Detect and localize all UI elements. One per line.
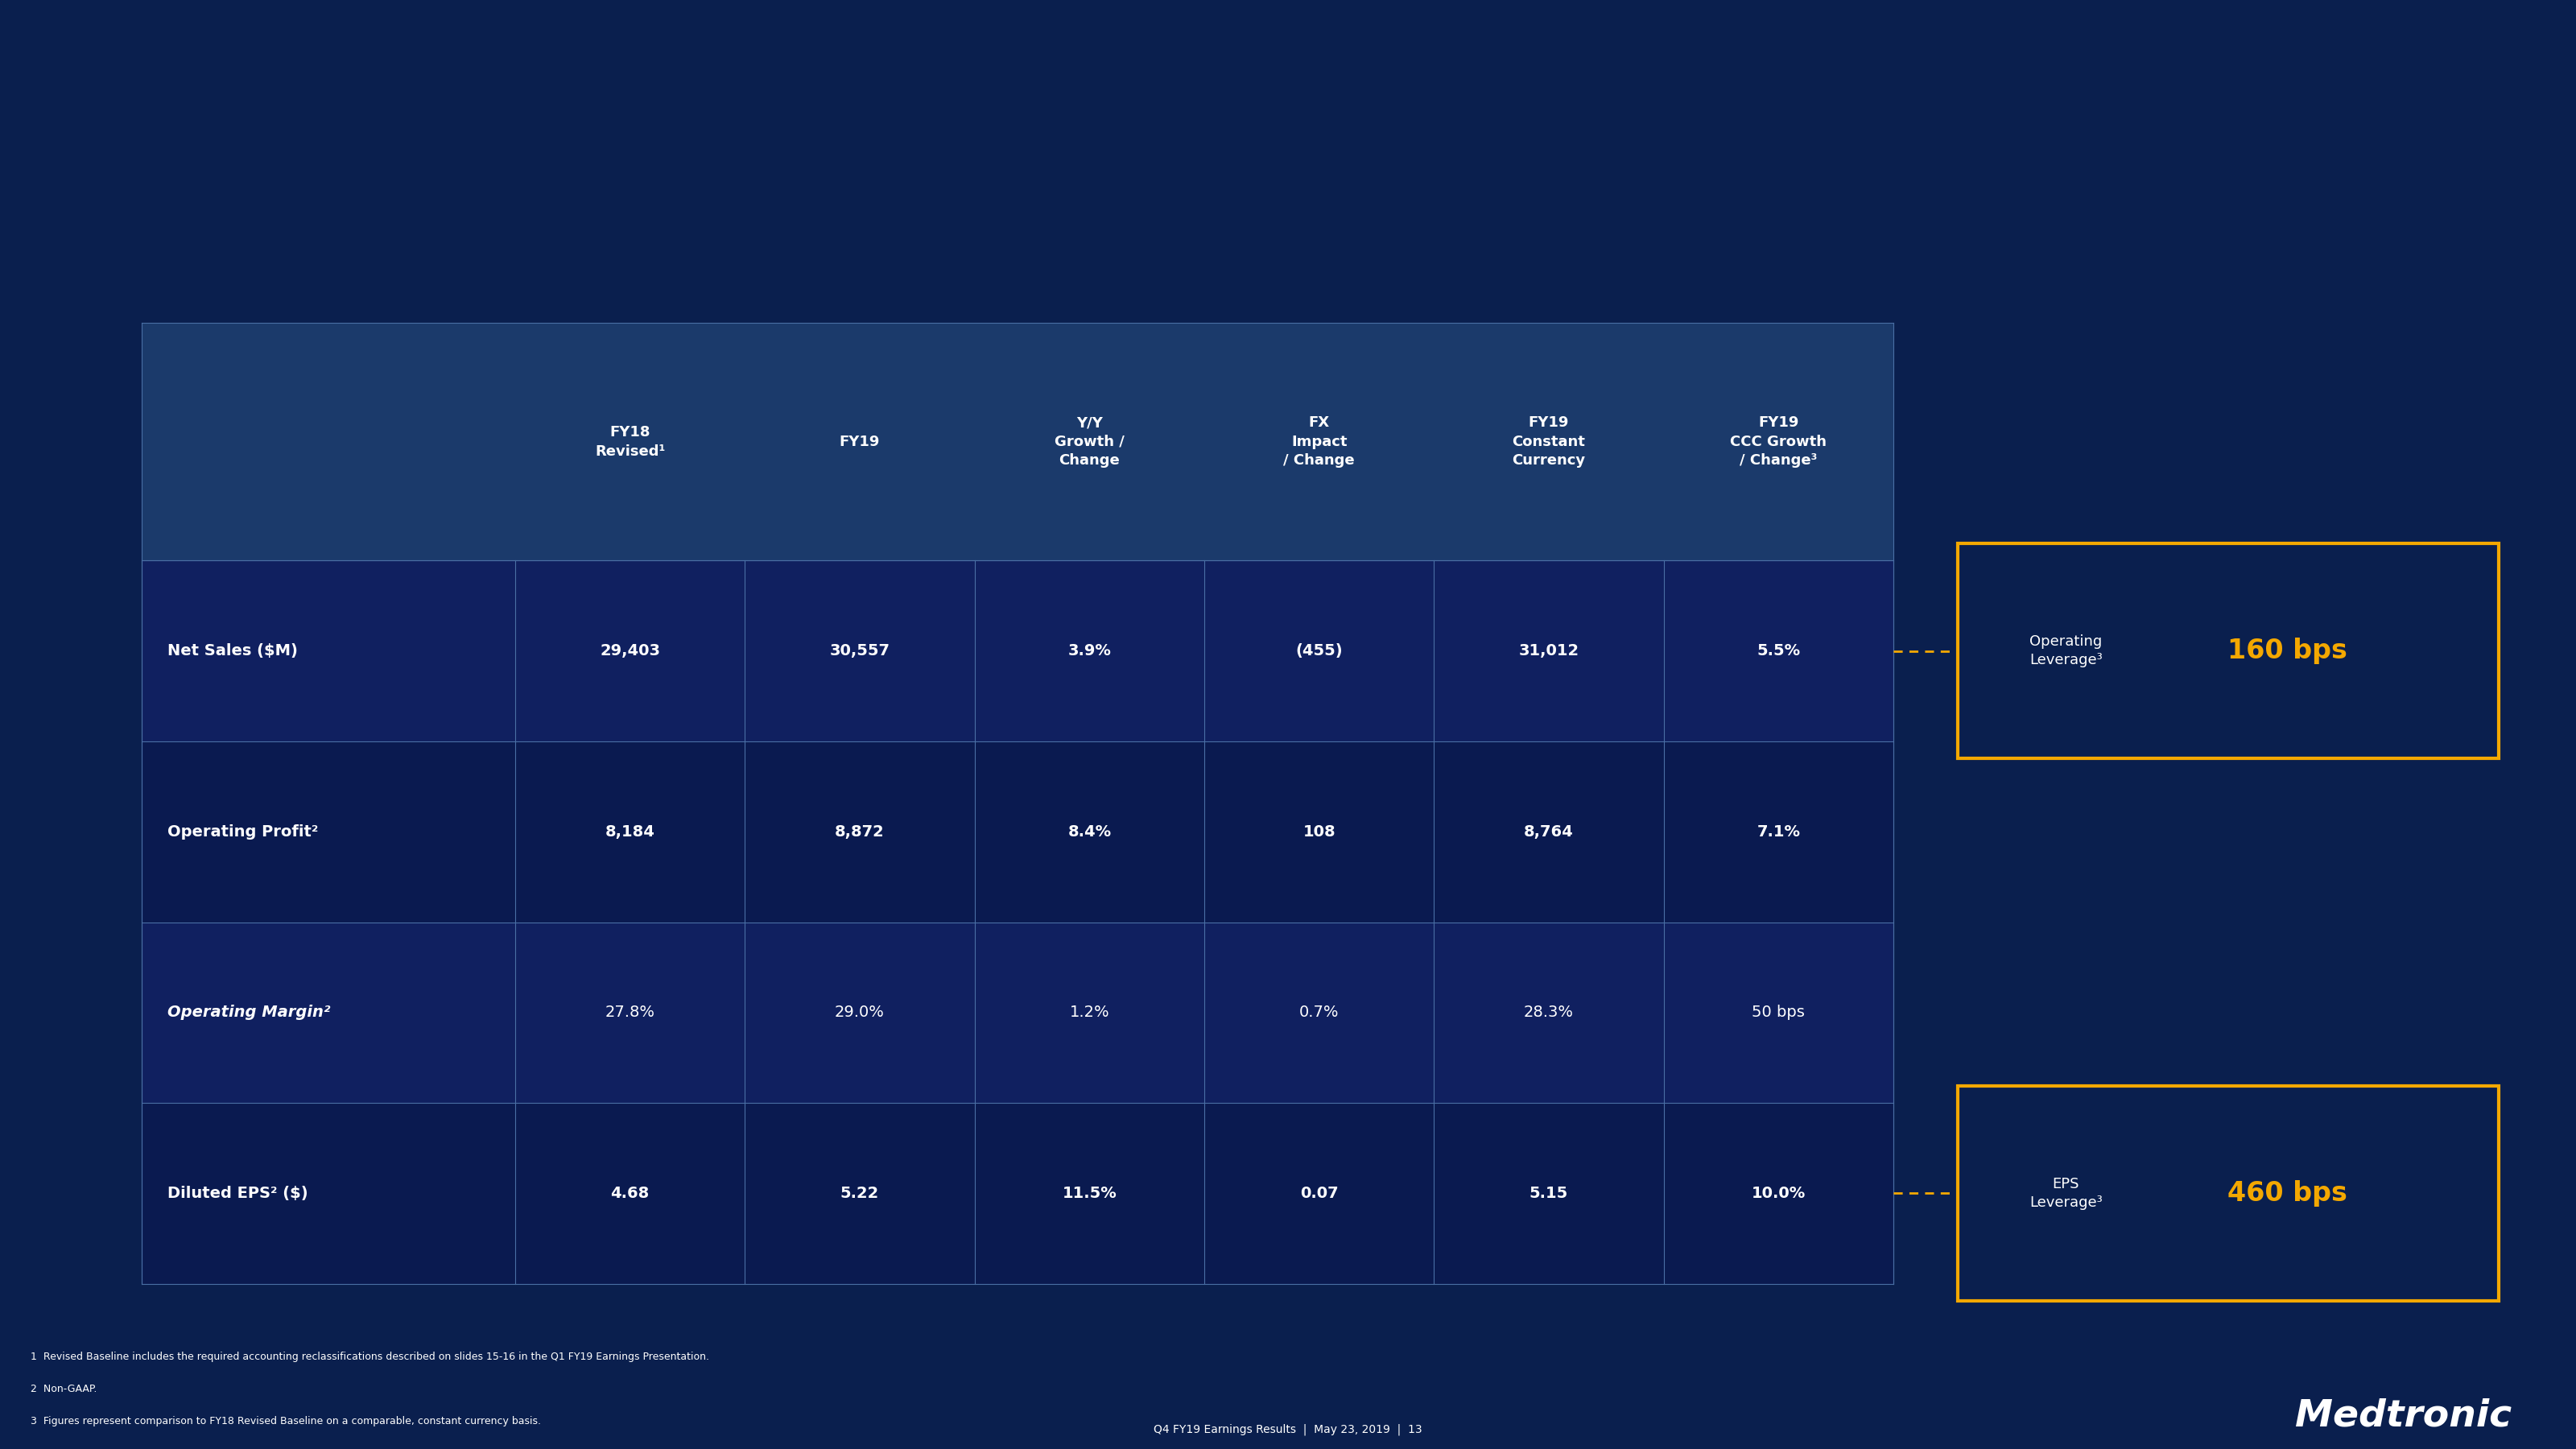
Text: Medtronic: Medtronic bbox=[2295, 1398, 2512, 1435]
Text: 108: 108 bbox=[1303, 824, 1334, 839]
Text: 5.22: 5.22 bbox=[840, 1185, 878, 1201]
Text: 10.0%: 10.0% bbox=[1752, 1185, 1806, 1201]
Text: 8,764: 8,764 bbox=[1525, 824, 1574, 839]
Text: 460 bps: 460 bps bbox=[2228, 1179, 2347, 1207]
Text: FY19: FY19 bbox=[840, 435, 881, 449]
Text: 50 bps: 50 bps bbox=[1752, 1006, 1806, 1020]
Text: 1.2%: 1.2% bbox=[1069, 1006, 1110, 1020]
Text: FY19
CCC Growth
/ Change³: FY19 CCC Growth / Change³ bbox=[1731, 416, 1826, 468]
Text: Y/Y
Growth /
Change: Y/Y Growth / Change bbox=[1054, 416, 1123, 468]
Text: 2  Non-GAAP.: 2 Non-GAAP. bbox=[31, 1384, 98, 1394]
FancyBboxPatch shape bbox=[142, 561, 1893, 742]
FancyBboxPatch shape bbox=[142, 323, 1893, 561]
Text: 31,012: 31,012 bbox=[1520, 643, 1579, 658]
FancyBboxPatch shape bbox=[142, 742, 1893, 922]
Text: EPS
Leverage³: EPS Leverage³ bbox=[2030, 1177, 2102, 1210]
FancyBboxPatch shape bbox=[142, 1103, 1893, 1284]
Text: Net Sales ($M): Net Sales ($M) bbox=[167, 643, 299, 658]
FancyBboxPatch shape bbox=[1958, 543, 2499, 758]
Text: 5.15: 5.15 bbox=[1530, 1185, 1569, 1201]
Text: 1  Revised Baseline includes the required accounting reclassifications described: 1 Revised Baseline includes the required… bbox=[31, 1350, 708, 1362]
FancyBboxPatch shape bbox=[142, 922, 1893, 1103]
Text: 29,403: 29,403 bbox=[600, 643, 659, 658]
Text: SELECT FINANCIAL INFORMATION: SELECT FINANCIAL INFORMATION bbox=[456, 145, 940, 172]
Text: MDT: MDT bbox=[57, 52, 258, 130]
Text: Q4 FY19 Earnings Results  |  May 23, 2019  |  13: Q4 FY19 Earnings Results | May 23, 2019 … bbox=[1154, 1423, 1422, 1436]
Text: 11.5%: 11.5% bbox=[1061, 1185, 1118, 1201]
Text: FX
Impact
/ Change: FX Impact / Change bbox=[1283, 416, 1355, 468]
Text: 160 bps: 160 bps bbox=[2228, 638, 2347, 664]
Text: 5.5%: 5.5% bbox=[1757, 643, 1801, 658]
Text: 0.07: 0.07 bbox=[1301, 1185, 1340, 1201]
FancyBboxPatch shape bbox=[1958, 1087, 2499, 1301]
Text: 7.1%: 7.1% bbox=[1757, 824, 1801, 839]
Text: 8.4%: 8.4% bbox=[1066, 824, 1110, 839]
Text: Operating
Leverage³: Operating Leverage³ bbox=[2030, 635, 2102, 668]
Text: 28.3%: 28.3% bbox=[1525, 1006, 1574, 1020]
Text: 27.8%: 27.8% bbox=[605, 1006, 654, 1020]
Text: 30,557: 30,557 bbox=[829, 643, 889, 658]
Text: Operating Margin²: Operating Margin² bbox=[167, 1006, 330, 1020]
Text: 8,184: 8,184 bbox=[605, 824, 654, 839]
Text: 0.7%: 0.7% bbox=[1298, 1006, 1340, 1020]
Text: FY18
Revised¹: FY18 Revised¹ bbox=[595, 425, 665, 458]
Text: 4.68: 4.68 bbox=[611, 1185, 649, 1201]
Text: 29.0%: 29.0% bbox=[835, 1006, 884, 1020]
Text: 3  Figures represent comparison to FY18 Revised Baseline on a comparable, consta: 3 Figures represent comparison to FY18 R… bbox=[31, 1417, 541, 1427]
Text: Operating Profit²: Operating Profit² bbox=[167, 824, 319, 839]
Text: FY19 NON-GAAP: FY19 NON-GAAP bbox=[57, 145, 335, 172]
Text: FY19
Constant
Currency: FY19 Constant Currency bbox=[1512, 416, 1584, 468]
Text: Diluted EPS² ($): Diluted EPS² ($) bbox=[167, 1185, 309, 1201]
Text: 3.9%: 3.9% bbox=[1066, 643, 1110, 658]
Text: 8,872: 8,872 bbox=[835, 824, 884, 839]
Text: (455): (455) bbox=[1296, 643, 1342, 658]
